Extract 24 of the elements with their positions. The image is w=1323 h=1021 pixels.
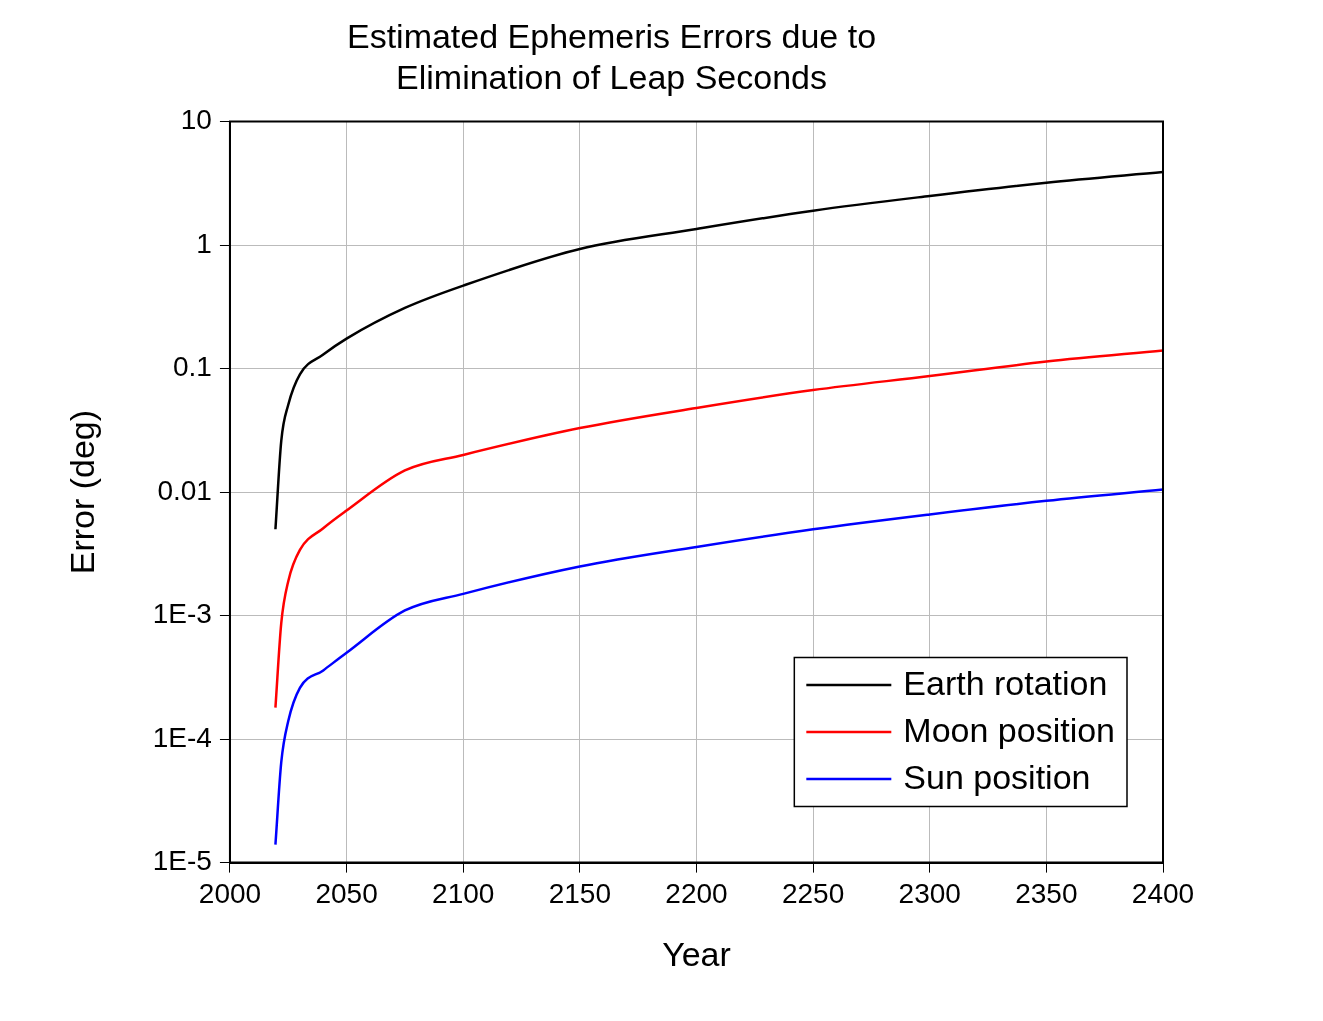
- x-tick-label: 2100: [432, 878, 495, 910]
- y-tick-label: 1E-5: [152, 845, 212, 877]
- legend-label: Moon position: [903, 711, 1115, 750]
- x-axis-title: Year: [662, 934, 731, 973]
- y-axis-title: Error (deg): [62, 409, 101, 575]
- x-tick-label: 2150: [548, 878, 611, 910]
- x-tick-label: 2050: [315, 878, 378, 910]
- x-tick-label: 2200: [665, 878, 728, 910]
- y-tick-label: 10: [180, 104, 212, 136]
- y-tick-label: 0.1: [173, 351, 212, 383]
- legend-label: Sun position: [903, 758, 1091, 797]
- y-tick-label: 1E-3: [152, 598, 212, 630]
- y-tick-label: 1: [196, 227, 212, 259]
- legend-label: Earth rotation: [903, 664, 1108, 703]
- y-tick-label: 1E-4: [152, 721, 212, 753]
- x-tick-label: 2000: [198, 878, 262, 910]
- chart-title: Estimated Ephemeris Errors due to Elimination of Leap Seconds: [346, 16, 877, 96]
- x-tick-label: 2250: [781, 878, 845, 910]
- line-series: [274, 349, 1163, 709]
- line-series: [274, 488, 1163, 846]
- y-tick-label: 0.01: [157, 474, 212, 506]
- x-tick-label: 2400: [1131, 878, 1195, 910]
- x-tick-label: 2350: [1015, 878, 1078, 910]
- x-tick-label: 2300: [898, 878, 961, 910]
